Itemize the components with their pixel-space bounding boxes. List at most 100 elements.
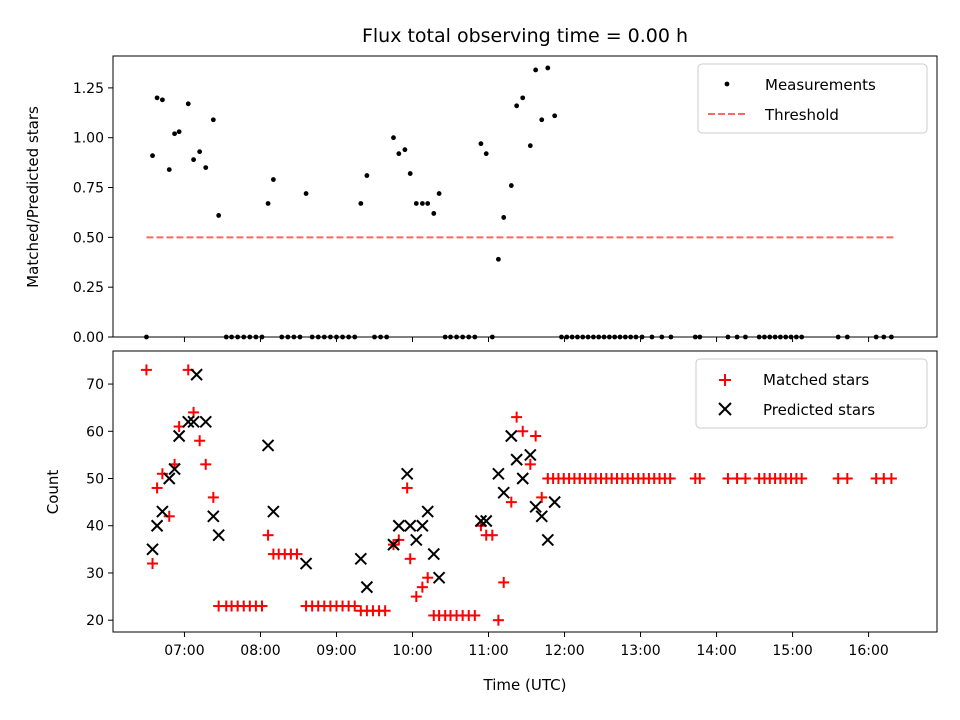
predicted-x-b bbox=[187, 415, 200, 429]
legend-matched-marker bbox=[719, 374, 731, 386]
predicted-star-point bbox=[516, 472, 529, 485]
measurement-point bbox=[483, 151, 489, 157]
predicted-x-b bbox=[182, 415, 195, 429]
measurement-point bbox=[265, 201, 271, 206]
bottom-y-tick-label: 60 bbox=[86, 424, 104, 440]
matched-star-point bbox=[200, 458, 212, 470]
measurement-point bbox=[478, 141, 484, 147]
predicted-x-b bbox=[163, 472, 176, 485]
predicted-x-b bbox=[354, 552, 368, 566]
measurement-point bbox=[197, 149, 203, 155]
measurement-point bbox=[396, 151, 402, 157]
chart-title: Flux total observing time = 0.00 h bbox=[362, 25, 688, 47]
measurement-point bbox=[154, 95, 160, 101]
matched-star-point bbox=[841, 473, 853, 485]
measurement-point bbox=[358, 201, 364, 206]
bottom-y-tick-label: 50 bbox=[86, 472, 104, 488]
predicted-star-point bbox=[497, 486, 510, 499]
predicted-star-point bbox=[354, 552, 368, 566]
matched-star-point bbox=[517, 425, 529, 437]
predicted-star-point bbox=[163, 472, 176, 485]
matched-star-point bbox=[188, 406, 200, 418]
predicted-star-point bbox=[410, 533, 423, 547]
measurement-point bbox=[176, 129, 182, 135]
matched-star-point bbox=[194, 435, 206, 447]
x-tick-label: 16:00 bbox=[848, 643, 888, 659]
predicted-star-point bbox=[505, 429, 518, 443]
matched-star-point bbox=[147, 558, 159, 570]
matched-star-point bbox=[410, 591, 422, 603]
measurement-point bbox=[203, 165, 209, 171]
legend-threshold-label: Threshold bbox=[764, 106, 839, 124]
matched-star-point bbox=[530, 430, 542, 442]
measurement-point bbox=[303, 191, 309, 196]
measurement-point bbox=[160, 97, 165, 103]
predicted-x-b bbox=[172, 429, 186, 443]
measurement-point bbox=[527, 143, 533, 149]
top-y-tick-label: 0.00 bbox=[73, 330, 104, 346]
predicted-star-point bbox=[146, 543, 159, 556]
predicted-x-b bbox=[392, 519, 406, 532]
predicted-x-b bbox=[516, 472, 529, 485]
measurement-point bbox=[514, 103, 520, 109]
predicted-x-b bbox=[529, 500, 542, 514]
matched-star-point bbox=[492, 614, 504, 626]
measurement-point bbox=[391, 135, 396, 141]
predicted-x-b bbox=[261, 439, 275, 452]
top-y-tick-label: 0.25 bbox=[73, 280, 104, 296]
predicted-star-point bbox=[182, 415, 195, 429]
matched-star-point bbox=[524, 458, 536, 470]
predicted-x-b bbox=[416, 519, 429, 532]
matched-star-point bbox=[207, 491, 219, 503]
predicted-x-b bbox=[168, 462, 181, 476]
predicted-x-b bbox=[410, 533, 423, 547]
x-tick-label: 07:00 bbox=[164, 643, 204, 659]
x-axis-label: Time (UTC) bbox=[483, 676, 567, 694]
matched-star-point bbox=[156, 468, 168, 480]
bottom-axes-frame bbox=[112, 350, 938, 633]
bottom-panel: 20 30 40 50 60 70 07:00 08:00 09:00 10:00 11:00 12… bbox=[44, 350, 938, 694]
predicted-star-point bbox=[212, 528, 225, 542]
top-legend-box bbox=[697, 63, 928, 134]
predicted-star-point bbox=[400, 467, 414, 480]
predicted-star-point bbox=[168, 462, 181, 476]
x-tick-label: 12:00 bbox=[544, 643, 584, 659]
matched-star-point bbox=[739, 473, 751, 485]
predicted-x-b bbox=[267, 505, 280, 518]
predicted-star-point bbox=[524, 448, 537, 462]
predicted-x-b bbox=[150, 519, 164, 532]
matched-star-point bbox=[536, 491, 548, 503]
measurement-point bbox=[413, 201, 419, 206]
measurement-point bbox=[172, 131, 177, 137]
measurement-point bbox=[539, 117, 545, 123]
measurement-point bbox=[419, 201, 425, 206]
x-tick-label: 09:00 bbox=[316, 643, 356, 659]
legend-measurements-marker bbox=[724, 81, 730, 87]
predicted-star-point bbox=[199, 415, 212, 429]
predicted-x-b bbox=[212, 528, 225, 542]
predicted-star-point bbox=[360, 580, 374, 594]
predicted-x-b bbox=[541, 533, 555, 547]
matched-star-point bbox=[262, 529, 274, 541]
matched-star-point bbox=[664, 473, 676, 485]
matched-star-point bbox=[291, 548, 303, 560]
predicted-x-b bbox=[207, 510, 220, 523]
predicted-star-point bbox=[432, 571, 446, 584]
matched-star-point bbox=[498, 576, 510, 588]
matched-star-point bbox=[404, 553, 416, 565]
predicted-star-point bbox=[480, 514, 493, 528]
predicted-star-point bbox=[421, 505, 434, 518]
top-y-tick-label: 0.50 bbox=[73, 230, 104, 246]
predicted-star-point bbox=[150, 519, 164, 532]
top-panel: 0.00 0.25 0.50 0.75 1.00 1.25 Matched/Predict… bbox=[24, 55, 938, 346]
predicted-x-b bbox=[199, 415, 212, 429]
predicted-star-point bbox=[427, 547, 440, 561]
predicted-x-b bbox=[535, 510, 548, 523]
predicted-star-point bbox=[187, 415, 200, 429]
bottom-y-axis: 20 30 40 50 60 70 bbox=[86, 377, 113, 629]
top-y-tick-label: 0.75 bbox=[73, 181, 104, 197]
measurement-point bbox=[185, 101, 191, 107]
predicted-star-point bbox=[474, 514, 488, 528]
matched-star-point bbox=[885, 473, 897, 485]
predicted-star-point bbox=[392, 519, 406, 532]
